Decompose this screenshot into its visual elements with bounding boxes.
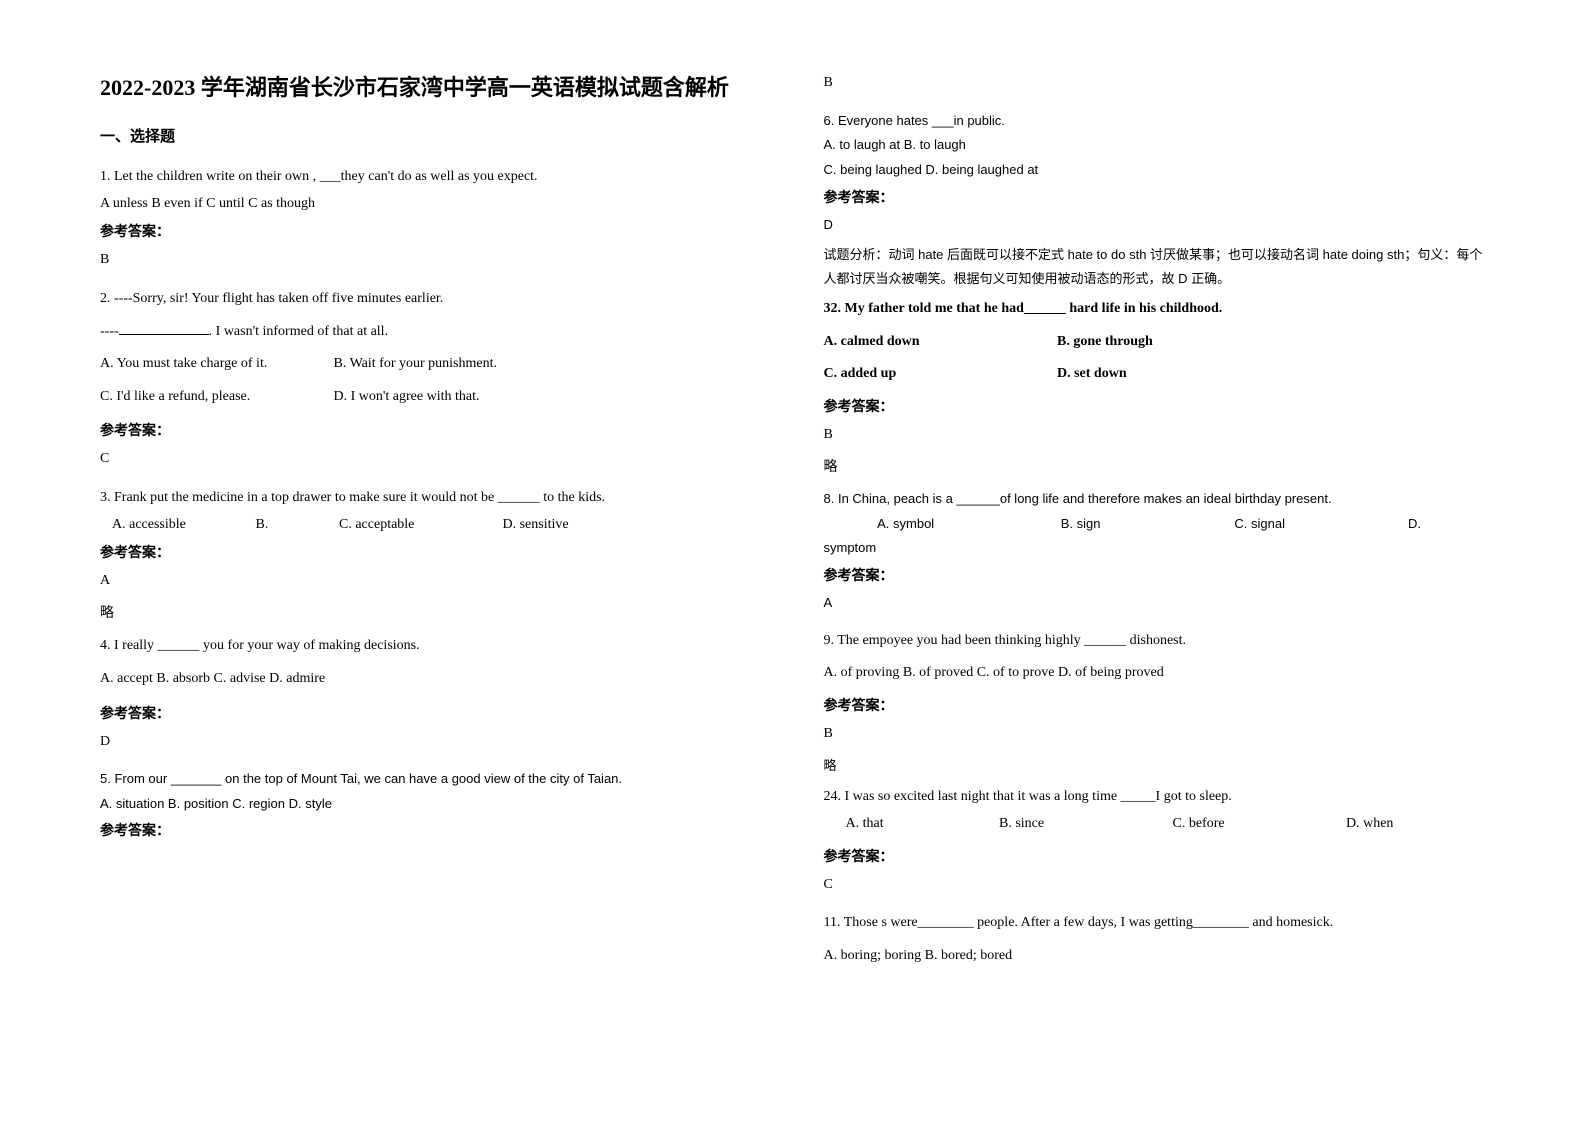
q8-answer: A (824, 591, 1488, 616)
q6-stem: 6. Everyone hates ___in public. (824, 109, 1488, 134)
q10-optB: B. since (999, 811, 1169, 838)
q5-stem: 5. From our _______ on the top of Mount … (100, 767, 764, 792)
q8-optD-prefix: D. (1408, 516, 1421, 531)
q3-answer: A (100, 568, 764, 595)
q2-stem-post: . I wasn't informed of that at all. (209, 324, 388, 339)
q2-optD: D. I won't agree with that. (334, 389, 480, 404)
q2-dash: ---- (100, 324, 119, 339)
q7-stem: 32. My father told me that he had______ … (824, 296, 1488, 323)
q6-opts1: A. to laugh at B. to laugh (824, 133, 1488, 158)
q7-optA: A. calmed down (824, 329, 1054, 356)
q4-stem: 4. I really ______ you for your way of m… (100, 633, 764, 660)
q8-answer-label: 参考答案： (824, 565, 1488, 585)
q9-answer: B (824, 721, 1488, 748)
q10-stem: 24. I was so excited last night that it … (824, 784, 1488, 811)
q11-options: A. boring; boring B. bored; bored (824, 943, 1488, 970)
q6-opts2: C. being laughed D. being laughed at (824, 158, 1488, 183)
blank (119, 321, 209, 334)
q6-answer-label: 参考答案： (824, 187, 1488, 207)
q8-optD-word: symptom (824, 536, 1488, 561)
q3-optA: A. accessible (112, 512, 252, 539)
q8-stem: 8. In China, peach is a ______of long li… (824, 487, 1488, 512)
q8-options: A. symbol B. sign C. signal D. (824, 512, 1488, 537)
q1-answer-label: 参考答案： (100, 221, 764, 241)
q9-options: A. of proving B. of proved C. of to prov… (824, 660, 1488, 687)
q4-options: A. accept B. absorb C. advise D. admire (100, 666, 764, 693)
q2-optB: B. Wait for your punishment. (334, 356, 498, 371)
q6-explanation: 试题分析：动词 hate 后面既可以接不定式 hate to do sth 讨厌… (824, 243, 1488, 290)
left-column: 2022-2023 学年湖南省长沙市石家湾中学高一英语模拟试题含解析 一、选择题… (100, 70, 764, 1082)
q7-note: 略 (824, 455, 1488, 482)
q3-options: A. accessible B. C. acceptable D. sensit… (100, 512, 764, 539)
q1-stem: 1. Let the children write on their own ,… (100, 164, 764, 191)
q8-optB: B. sign (1061, 512, 1231, 537)
q10-answer: C (824, 872, 1488, 899)
q10-options: A. that B. since C. before D. when (824, 811, 1488, 838)
q2-answer: C (100, 446, 764, 473)
q2-stem-line1: 2. ----Sorry, sir! Your flight has taken… (100, 286, 764, 313)
q9-stem: 9. The empoyee you had been thinking hig… (824, 628, 1488, 655)
right-column: B 6. Everyone hates ___in public. A. to … (824, 70, 1488, 1082)
q3-optC: C. acceptable (339, 512, 499, 539)
q5-options: A. situation B. position C. region D. st… (100, 792, 764, 817)
q4-answer-label: 参考答案： (100, 703, 764, 723)
q2-stem-line2: ---- . I wasn't informed of that at all. (100, 319, 764, 346)
q10-optD: D. when (1346, 816, 1393, 831)
section-heading: 一、选择题 (100, 125, 764, 146)
q1-options: A unless B even if C until C as though (100, 191, 764, 218)
q8-optA: A. symbol (877, 512, 1057, 537)
q6-answer: D (824, 213, 1488, 238)
q2-options-row1: A. You must take charge of it. B. Wait f… (100, 351, 764, 378)
q7-optB: B. gone through (1057, 334, 1153, 349)
q2-options-row2: C. I'd like a refund, please. D. I won't… (100, 384, 764, 411)
q10-optC: C. before (1173, 811, 1343, 838)
q2-optA: A. You must take charge of it. (100, 351, 330, 378)
q4-answer: D (100, 729, 764, 756)
q3-note: 略 (100, 601, 764, 628)
q3-optD: D. sensitive (503, 517, 569, 532)
q11-stem: 11. Those s were________ people. After a… (824, 910, 1488, 937)
q10-answer-label: 参考答案： (824, 846, 1488, 866)
q7-optC: C. added up (824, 361, 1054, 388)
q3-stem: 3. Frank put the medicine in a top drawe… (100, 485, 764, 512)
q3-answer-label: 参考答案： (100, 542, 764, 562)
q7-answer: B (824, 422, 1488, 449)
q8-optC: C. signal (1234, 512, 1404, 537)
q5-answer-label: 参考答案： (100, 820, 764, 840)
q7-options-row2: C. added up D. set down (824, 361, 1488, 388)
q7-answer-label: 参考答案： (824, 396, 1488, 416)
q3-optB: B. (256, 512, 336, 539)
q7-options-row1: A. calmed down B. gone through (824, 329, 1488, 356)
q5-answer: B (824, 70, 1488, 97)
q10-optA: A. that (846, 811, 996, 838)
q1-answer: B (100, 247, 764, 274)
q9-answer-label: 参考答案： (824, 695, 1488, 715)
q2-answer-label: 参考答案： (100, 420, 764, 440)
q9-note: 略 (824, 754, 1488, 779)
q7-optD: D. set down (1057, 366, 1127, 381)
q2-optC: C. I'd like a refund, please. (100, 384, 330, 411)
page-title: 2022-2023 学年湖南省长沙市石家湾中学高一英语模拟试题含解析 (100, 70, 764, 105)
